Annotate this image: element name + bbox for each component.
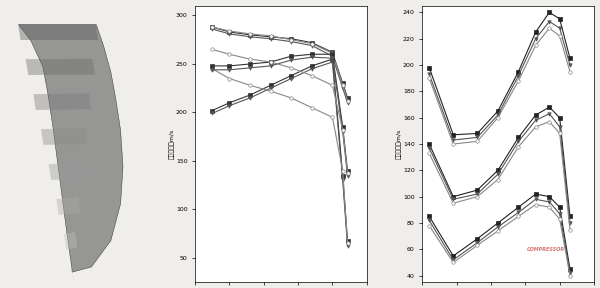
Polygon shape — [18, 24, 98, 40]
Polygon shape — [26, 59, 95, 75]
Text: COMPRESSOR: COMPRESSOR — [527, 247, 565, 251]
Polygon shape — [64, 232, 77, 250]
Y-axis label: 相当速度，m/s: 相当速度，m/s — [396, 129, 401, 159]
Polygon shape — [41, 128, 88, 145]
Polygon shape — [56, 197, 81, 215]
Polygon shape — [71, 266, 74, 285]
Y-axis label: 相当速度，m/s: 相当速度，m/s — [169, 129, 175, 159]
Polygon shape — [34, 93, 91, 110]
Polygon shape — [49, 163, 85, 180]
